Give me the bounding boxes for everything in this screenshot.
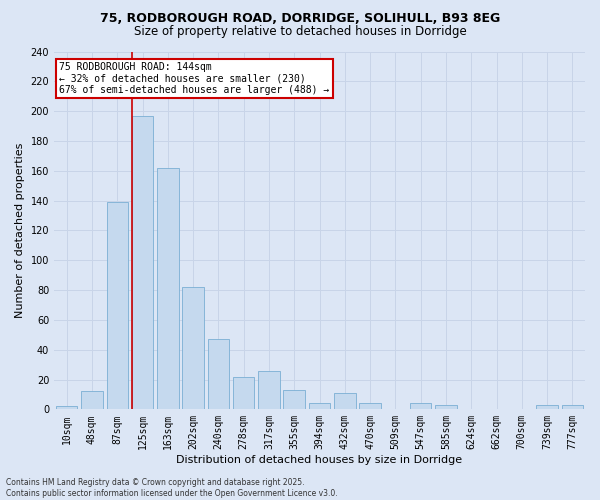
Text: Size of property relative to detached houses in Dorridge: Size of property relative to detached ho… <box>134 25 466 38</box>
Bar <box>81 392 103 409</box>
X-axis label: Distribution of detached houses by size in Dorridge: Distribution of detached houses by size … <box>176 455 463 465</box>
Bar <box>435 405 457 409</box>
Bar <box>258 370 280 410</box>
Text: Contains HM Land Registry data © Crown copyright and database right 2025.
Contai: Contains HM Land Registry data © Crown c… <box>6 478 338 498</box>
Bar <box>132 116 153 410</box>
Bar <box>334 393 356 409</box>
Bar <box>233 376 254 410</box>
Bar <box>56 406 77 410</box>
Bar <box>536 405 558 409</box>
Bar <box>283 390 305 409</box>
Bar <box>208 340 229 409</box>
Bar <box>410 404 431 409</box>
Bar <box>562 405 583 409</box>
Bar <box>309 404 330 409</box>
Text: 75 RODBOROUGH ROAD: 144sqm
← 32% of detached houses are smaller (230)
67% of sem: 75 RODBOROUGH ROAD: 144sqm ← 32% of deta… <box>59 62 329 96</box>
Bar <box>182 287 204 410</box>
Text: 75, RODBOROUGH ROAD, DORRIDGE, SOLIHULL, B93 8EG: 75, RODBOROUGH ROAD, DORRIDGE, SOLIHULL,… <box>100 12 500 26</box>
Bar <box>359 404 381 409</box>
Y-axis label: Number of detached properties: Number of detached properties <box>15 142 25 318</box>
Bar <box>107 202 128 410</box>
Bar <box>157 168 179 410</box>
